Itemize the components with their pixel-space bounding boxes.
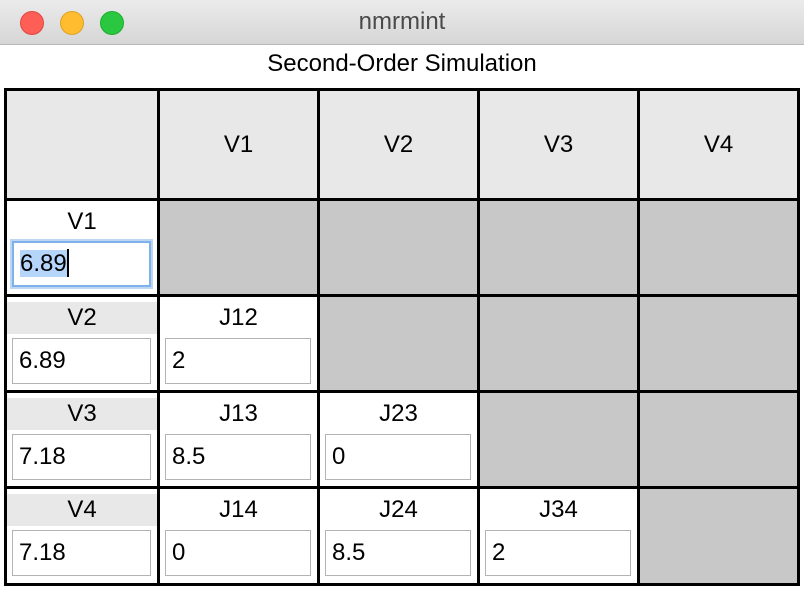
frequency-input-v1[interactable]: 6.89: [12, 241, 151, 287]
column-header-v3: V3: [480, 91, 637, 198]
coupling-cell-j24: J24 8.5: [320, 489, 477, 583]
empty-cell: [480, 201, 637, 294]
empty-cell: [320, 297, 477, 390]
row-label-v4: V4: [7, 494, 157, 526]
row-v3-frequency-cell: V3 7.18: [7, 393, 157, 486]
coupling-input-j12[interactable]: 2: [165, 338, 311, 384]
coupling-input-j23[interactable]: 0: [325, 434, 471, 480]
row-v2-frequency-cell: V2 6.89: [7, 297, 157, 390]
row-label-v1: V1: [67, 208, 97, 235]
column-header-v2: V2: [320, 91, 477, 198]
text-caret: [66, 248, 69, 277]
zoom-window-button[interactable]: [100, 11, 124, 35]
empty-cell: [640, 201, 797, 294]
coupling-input-j13[interactable]: 8.5: [165, 434, 311, 480]
coupling-label-j34: J34: [539, 496, 578, 523]
app-title: Second-Order Simulation: [267, 50, 537, 77]
empty-cell: [640, 489, 797, 583]
coupling-label-j24: J24: [379, 496, 418, 523]
coupling-cell-j14: J14 0: [160, 489, 317, 583]
empty-cell: [480, 297, 637, 390]
coupling-input-j14[interactable]: 0: [165, 530, 311, 576]
coupling-cell-j12: J12 2: [160, 297, 317, 390]
coupling-input-j24[interactable]: 8.5: [325, 530, 471, 576]
frequency-input-v3[interactable]: 7.18: [12, 434, 151, 480]
empty-cell: [640, 393, 797, 486]
row-label-v3: V3: [7, 398, 157, 430]
column-header-v1: V1: [160, 91, 317, 198]
coupling-cell-j13: J13 8.5: [160, 393, 317, 486]
coupling-cell-j34: J34 2: [480, 489, 637, 583]
frequency-input-v4[interactable]: 7.18: [12, 530, 151, 576]
minimize-window-button[interactable]: [60, 11, 84, 35]
empty-cell: [480, 393, 637, 486]
row-label-v2: V2: [7, 302, 157, 334]
coupling-input-j34[interactable]: 2: [485, 530, 631, 576]
window-title: nmrmint: [358, 8, 446, 35]
coupling-label-j23: J23: [379, 400, 418, 427]
corner-cell: [7, 91, 157, 198]
empty-cell: [160, 201, 317, 294]
row-v1-frequency-cell: V1 6.89: [7, 201, 157, 294]
window-titlebar: nmrmint: [0, 0, 804, 45]
coupling-label-j14: J14: [219, 496, 258, 523]
column-header-v4: V4: [640, 91, 797, 198]
frequency-input-v2[interactable]: 6.89: [12, 338, 151, 384]
close-window-button[interactable]: [20, 11, 44, 35]
coupling-cell-j23: J23 0: [320, 393, 477, 486]
coupling-label-j13: J13: [219, 400, 258, 427]
coupling-matrix: V1 V2 V3 V4 V1 6.89 V2 6.89 J12 2 V3 7.1…: [4, 88, 800, 586]
empty-cell: [640, 297, 797, 390]
coupling-label-j12: J12: [219, 304, 258, 331]
row-v4-frequency-cell: V4 7.18: [7, 489, 157, 583]
empty-cell: [320, 201, 477, 294]
